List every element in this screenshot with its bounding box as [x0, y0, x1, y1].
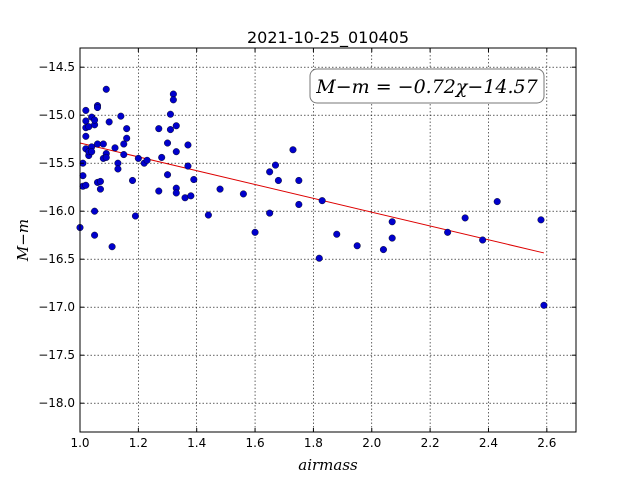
x-tick-label: 1.8 — [304, 436, 323, 450]
data-point — [155, 125, 163, 133]
data-point — [181, 194, 189, 202]
data-point — [91, 207, 99, 215]
data-point — [266, 209, 274, 217]
y-tick-label: −18.0 — [38, 396, 75, 410]
data-point — [169, 96, 177, 104]
data-point — [91, 231, 99, 239]
data-point — [155, 187, 163, 195]
y-tick-label: −15.5 — [38, 156, 75, 170]
gridlines — [80, 48, 576, 432]
data-point — [158, 153, 166, 161]
data-point — [111, 144, 119, 152]
data-point — [379, 246, 387, 254]
x-tick-label: 2.0 — [362, 436, 381, 450]
y-tick-label: −15.0 — [38, 108, 75, 122]
y-tick-label: −16.5 — [38, 252, 75, 266]
x-tick-label: 1.4 — [187, 436, 206, 450]
fit-line-group — [79, 142, 545, 254]
x-tick-label: 2.2 — [421, 436, 440, 450]
data-point — [79, 172, 87, 180]
data-points — [76, 85, 548, 309]
data-point — [82, 181, 90, 189]
data-point — [274, 176, 282, 184]
data-point — [94, 104, 102, 112]
data-point — [82, 117, 90, 125]
data-point — [184, 141, 192, 149]
data-point — [318, 197, 326, 205]
data-point — [295, 176, 303, 184]
x-tick-label: 2.4 — [479, 436, 498, 450]
data-point — [172, 122, 180, 130]
y-tick-label: −16.0 — [38, 204, 75, 218]
data-point — [204, 211, 212, 219]
data-point — [239, 190, 247, 198]
data-point — [172, 148, 180, 156]
x-tick-label: 2.6 — [537, 436, 556, 450]
data-point — [91, 116, 99, 124]
data-point — [96, 185, 104, 193]
x-tick-label: 1.2 — [129, 436, 148, 450]
data-point — [120, 140, 128, 148]
data-point — [266, 168, 274, 176]
y-tick-label: −14.5 — [38, 60, 75, 74]
x-tick-label: 1.0 — [70, 436, 89, 450]
data-point — [88, 148, 96, 156]
fit-annotation-box: M−m = −0.72χ−14.57 — [309, 68, 545, 104]
data-point — [164, 139, 172, 147]
data-point — [166, 110, 174, 118]
data-point — [540, 301, 548, 309]
data-point — [289, 146, 297, 154]
data-point — [123, 134, 131, 142]
data-point — [164, 171, 172, 179]
fit-line — [79, 142, 545, 254]
data-point — [134, 154, 142, 162]
data-point — [102, 153, 110, 161]
data-point — [461, 214, 469, 222]
data-point — [172, 189, 180, 197]
data-point — [108, 243, 116, 251]
data-point — [190, 176, 198, 184]
data-point — [117, 112, 125, 120]
data-point — [295, 200, 303, 208]
data-point — [129, 176, 137, 184]
data-point — [120, 151, 128, 159]
data-point — [251, 228, 259, 236]
data-point — [388, 234, 396, 242]
data-point — [143, 156, 151, 164]
data-point — [82, 106, 90, 114]
y-axis-label: M−m — [14, 219, 32, 262]
data-point — [184, 162, 192, 170]
data-point — [353, 242, 361, 250]
data-point — [271, 161, 279, 169]
x-tick-label: 1.6 — [246, 436, 265, 450]
fit-annotation-text: M−m = −0.72χ−14.57 — [315, 76, 538, 98]
data-point — [315, 254, 323, 262]
y-tick-label: −17.5 — [38, 348, 75, 362]
data-point — [479, 236, 487, 244]
data-point — [131, 212, 139, 220]
data-point — [187, 192, 195, 200]
data-point — [123, 125, 131, 133]
x-axis-label: airmass — [298, 456, 358, 474]
data-point — [105, 118, 113, 126]
data-point — [94, 140, 102, 148]
data-point — [114, 165, 122, 173]
data-point — [85, 123, 93, 131]
data-point — [493, 198, 501, 206]
data-point — [102, 85, 110, 93]
data-point — [82, 132, 90, 140]
plot-frame — [79, 47, 577, 433]
y-tick-label: −17.0 — [38, 300, 75, 314]
chart-title: 2021-10-25_010405 — [247, 28, 409, 48]
data-point — [166, 126, 174, 134]
data-point — [99, 140, 107, 148]
data-point — [216, 185, 224, 193]
data-point — [444, 228, 452, 236]
data-point — [388, 218, 396, 226]
data-point — [537, 216, 545, 224]
data-point — [333, 230, 341, 238]
data-point — [96, 177, 104, 185]
axis-ticks: 1.0 1.2 1.4 1.6 1.8 2.0 2.2 2.4 2.6 −14.5 −15.0 −15… — [38, 48, 576, 450]
